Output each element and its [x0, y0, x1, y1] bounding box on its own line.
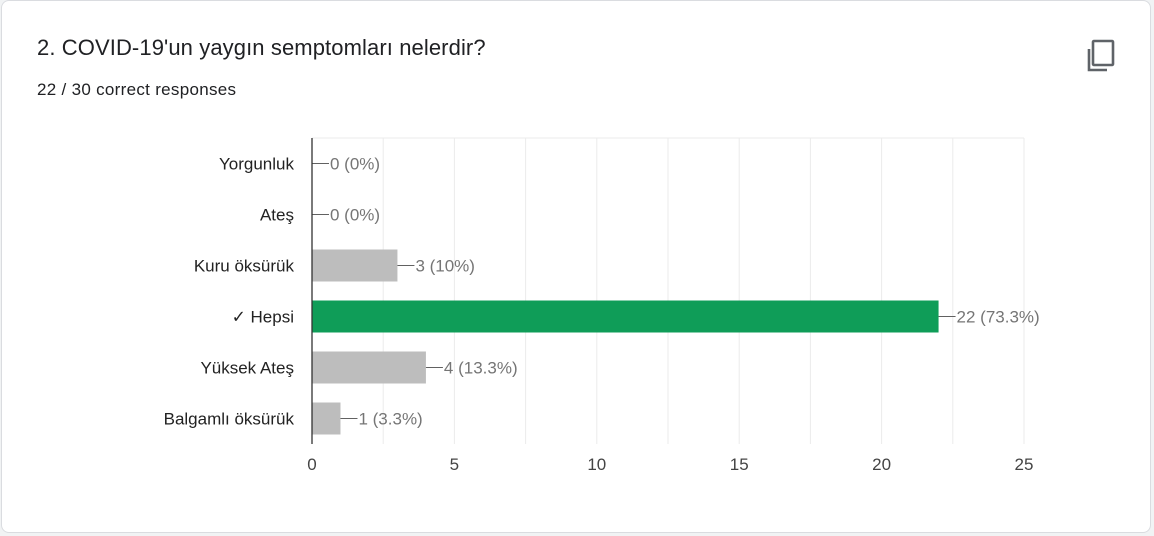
category-label: ✓ Hepsi — [232, 308, 294, 327]
bar — [312, 351, 426, 384]
bar — [312, 249, 398, 282]
x-tick-label: 15 — [730, 455, 749, 474]
data-label: 0 (0%) — [330, 206, 380, 225]
data-label: 3 (10%) — [415, 257, 475, 276]
correct-responses-count: 22 / 30 correct responses — [37, 80, 237, 99]
data-label: 4 (13.3%) — [444, 359, 518, 378]
copy-chart-button[interactable] — [1080, 35, 1120, 75]
data-label: 1 (3.3%) — [358, 410, 422, 429]
x-tick-label: 0 — [307, 455, 316, 474]
data-label: 22 (73.3%) — [957, 308, 1040, 327]
copy-icon — [1087, 39, 1115, 72]
category-label: Yorgunluk — [219, 155, 294, 174]
x-tick-label: 20 — [872, 455, 891, 474]
category-label: Balgamlı öksürük — [164, 410, 295, 429]
bar — [312, 300, 939, 333]
category-label: Yüksek Ateş — [200, 359, 294, 378]
x-tick-label: 25 — [1015, 455, 1034, 474]
question-title: 2. COVID-19'un yaygın semptomları nelerd… — [37, 35, 486, 60]
x-tick-label: 5 — [450, 455, 459, 474]
bar — [312, 402, 341, 435]
category-label: Ateş — [260, 206, 294, 225]
category-label: Kuru öksürük — [194, 257, 295, 276]
x-tick-label: 10 — [587, 455, 606, 474]
data-label: 0 (0%) — [330, 155, 380, 174]
